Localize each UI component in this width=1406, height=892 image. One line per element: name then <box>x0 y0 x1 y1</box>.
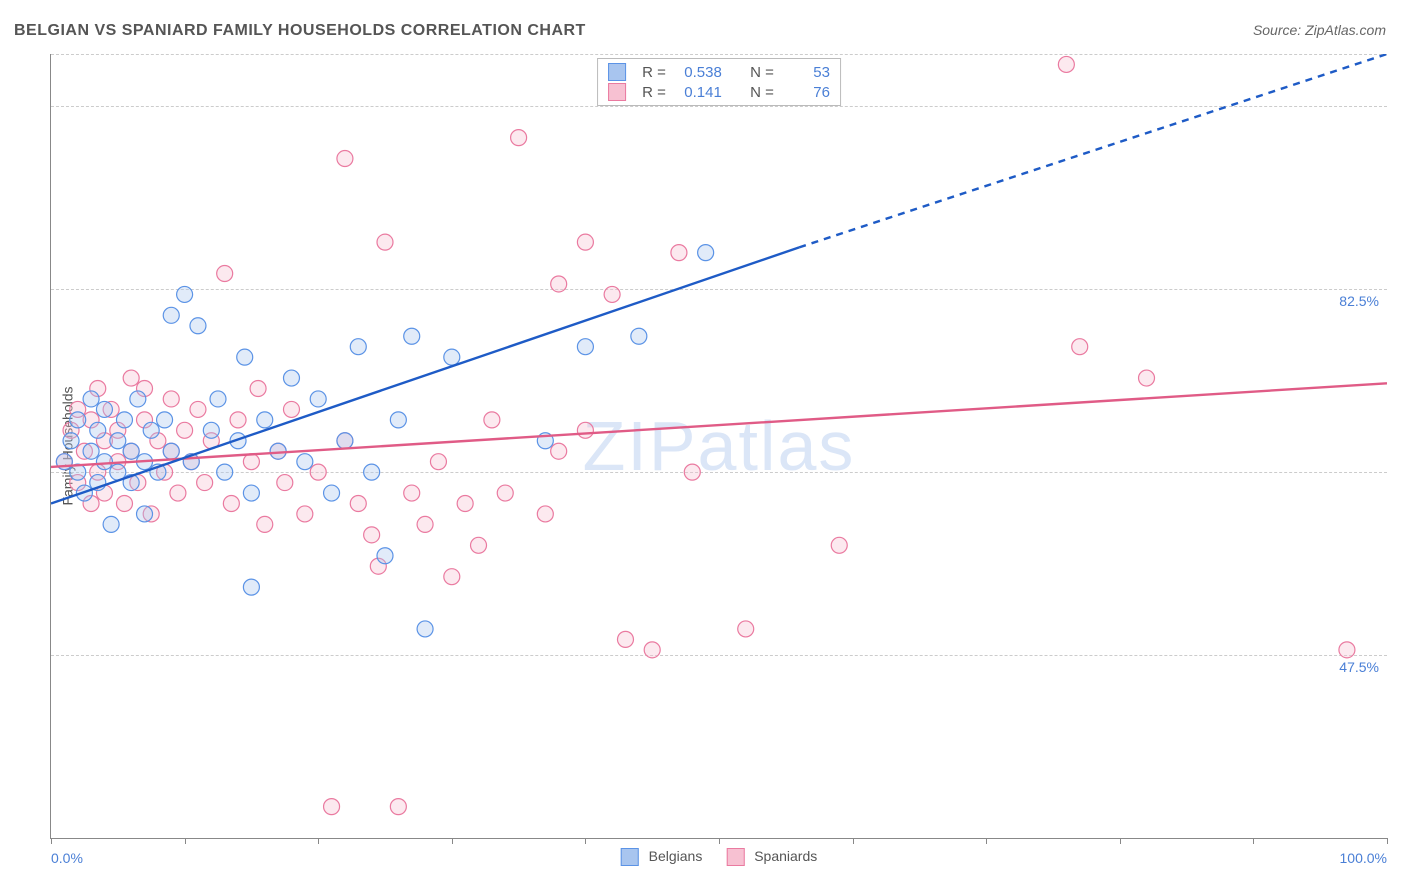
r-value-spaniards: 0.141 <box>676 84 722 101</box>
x-tick-label-0: 0.0% <box>51 850 83 866</box>
r-value-belgians: 0.538 <box>676 64 722 81</box>
swatch-belgians <box>608 63 626 81</box>
x-tick <box>585 838 586 844</box>
n-value-belgians: 53 <box>784 64 830 81</box>
legend-item-belgians: Belgians <box>621 848 703 866</box>
x-tick <box>1253 838 1254 844</box>
legend-label-spaniards: Spaniards <box>754 848 817 864</box>
n-value-spaniards: 76 <box>784 84 830 101</box>
n-prefix: N = <box>750 84 774 101</box>
source-label: Source: ZipAtlas.com <box>1253 22 1386 38</box>
plot-svg <box>51 54 1387 838</box>
stats-row-belgians: R = 0.538 N = 53 <box>608 63 830 81</box>
chart-container: BELGIAN VS SPANIARD FAMILY HOUSEHOLDS CO… <box>0 0 1406 892</box>
x-tick <box>1120 838 1121 844</box>
chart-title: BELGIAN VS SPANIARD FAMILY HOUSEHOLDS CO… <box>14 22 586 40</box>
x-tick <box>986 838 987 844</box>
swatch-belgians <box>621 848 639 866</box>
x-tick <box>318 838 319 844</box>
stats-row-spaniards: R = 0.141 N = 76 <box>608 83 830 101</box>
x-tick <box>1387 838 1388 844</box>
x-tick <box>51 838 52 844</box>
x-tick <box>719 838 720 844</box>
x-tick <box>452 838 453 844</box>
swatch-spaniards <box>726 848 744 866</box>
stats-box: R = 0.538 N = 53 R = 0.141 N = 76 <box>597 58 841 106</box>
x-tick <box>185 838 186 844</box>
legend-label-belgians: Belgians <box>649 848 703 864</box>
x-tick <box>853 838 854 844</box>
n-prefix: N = <box>750 64 774 81</box>
x-tick-label-100: 100.0% <box>1340 850 1387 866</box>
r-prefix: R = <box>642 84 666 101</box>
plot-area: ZIPatlas 47.5%82.5% R = 0.538 N = 53 R =… <box>50 54 1387 839</box>
swatch-spaniards <box>608 83 626 101</box>
r-prefix: R = <box>642 64 666 81</box>
legend-bottom: Belgians Spaniards <box>621 848 818 866</box>
legend-item-spaniards: Spaniards <box>726 848 817 866</box>
